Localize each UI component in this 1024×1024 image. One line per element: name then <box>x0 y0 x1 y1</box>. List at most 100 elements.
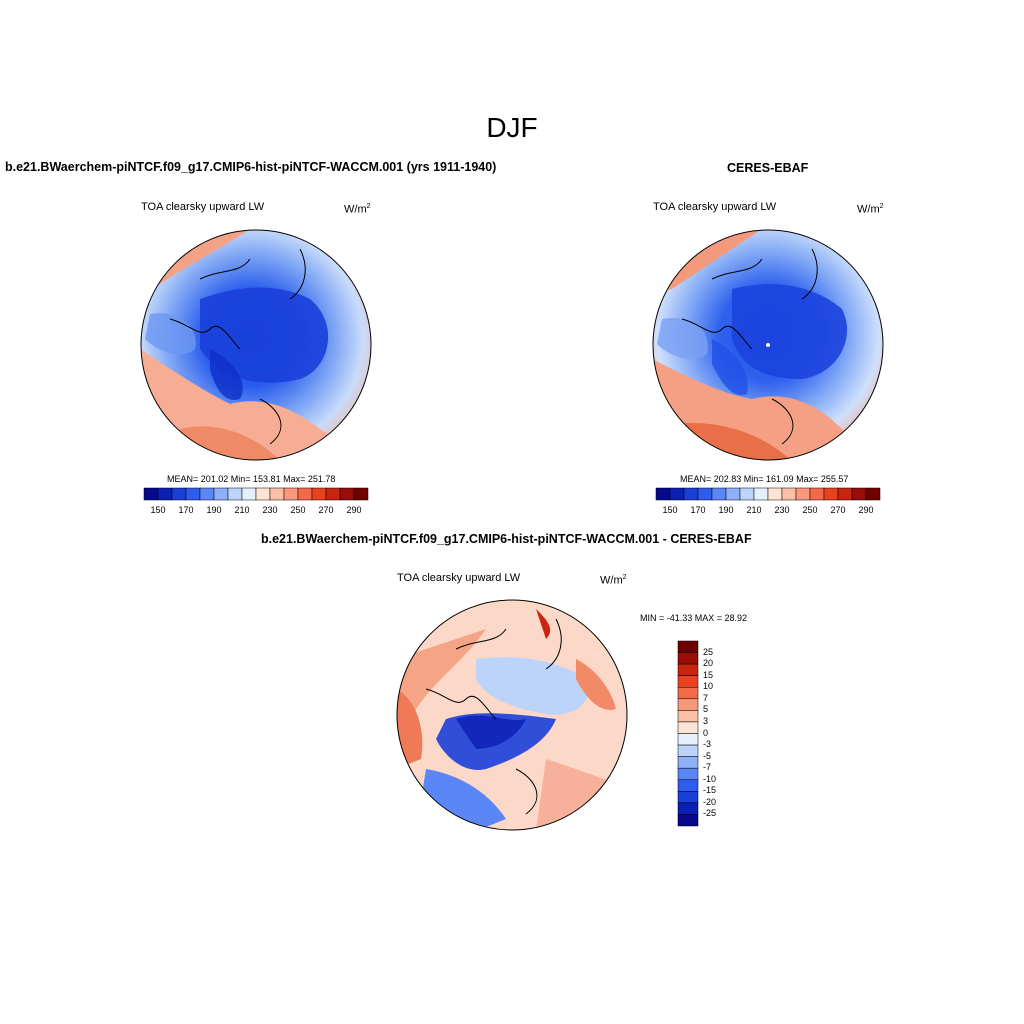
obs-polar-map <box>652 229 884 461</box>
colorbar-swatch <box>283 487 299 501</box>
colorbar-swatch <box>677 802 699 815</box>
colorbar-tick-label: -15 <box>703 785 717 796</box>
colorbar-tick-label: 15 <box>703 669 714 680</box>
colorbar-tick-label: 170 <box>690 505 706 515</box>
obs-colorbar-ticks: 150 170 190 210 230 250 270 290 <box>656 505 880 517</box>
model-polar-map <box>140 229 372 461</box>
colorbar-tick-label: 230 <box>774 505 790 515</box>
colorbar-swatch <box>677 652 699 665</box>
colorbar-swatch <box>837 487 853 501</box>
colorbar-tick-label: 150 <box>662 505 678 515</box>
colorbar-swatch <box>677 675 699 688</box>
colorbar-tick-label: 210 <box>234 505 250 515</box>
colorbar-swatch <box>781 487 797 501</box>
colorbar-swatch <box>339 487 355 501</box>
model-stats: MEAN= 201.02 Min= 153.81 Max= 251.78 <box>167 474 336 484</box>
diff-colorbar-ticks: 25 20 15 10 7 5 3 0 -3 -5 -7 -10 -15 -20 -25 <box>703 641 733 826</box>
colorbar-tick-label: 270 <box>830 505 846 515</box>
colorbar-swatch <box>823 487 839 501</box>
colorbar-swatch <box>677 640 699 653</box>
colorbar-tick-label: 3 <box>703 715 709 726</box>
colorbar-swatch <box>677 663 699 676</box>
colorbar-swatch <box>753 487 769 501</box>
colorbar-swatch <box>199 487 215 501</box>
colorbar-swatch <box>185 487 201 501</box>
colorbar-swatch <box>677 710 699 723</box>
colorbar-swatch <box>809 487 825 501</box>
colorbar-tick-label: 0 <box>703 727 709 738</box>
colorbar-tick-label: -5 <box>703 750 712 761</box>
colorbar-swatch <box>677 791 699 804</box>
colorbar-swatch <box>767 487 783 501</box>
colorbar-tick-label: 190 <box>718 505 734 515</box>
colorbar-tick-label: -20 <box>703 796 717 807</box>
colorbar-tick-label: 170 <box>178 505 194 515</box>
colorbar-tick-label: -3 <box>703 739 712 750</box>
colorbar-swatch <box>725 487 741 501</box>
colorbar-swatch <box>677 733 699 746</box>
obs-stats: MEAN= 202.83 Min= 161.09 Max= 255.57 <box>680 474 849 484</box>
colorbar-swatch <box>157 487 173 501</box>
colorbar-tick-label: 5 <box>703 704 709 715</box>
colorbar-swatch <box>683 487 699 501</box>
obs-units-label: W/m2 <box>857 203 884 216</box>
colorbar-swatch <box>795 487 811 501</box>
obs-colorbar <box>655 487 881 501</box>
colorbar-tick-label: 7 <box>703 692 709 703</box>
model-colorbar <box>143 487 369 501</box>
colorbar-tick-label: 290 <box>346 505 362 515</box>
colorbar-swatch <box>669 487 685 501</box>
diff-units-label: W/m2 <box>600 574 627 587</box>
diff-polar-map <box>396 599 628 831</box>
colorbar-swatch <box>269 487 285 501</box>
colorbar-swatch <box>677 767 699 780</box>
colorbar-tick-label: -10 <box>703 773 717 784</box>
colorbar-tick-label: 20 <box>703 658 714 669</box>
colorbar-swatch <box>851 487 867 501</box>
colorbar-tick-label: 25 <box>703 646 714 657</box>
colorbar-swatch <box>677 814 699 827</box>
colorbar-swatch <box>297 487 313 501</box>
colorbar-swatch <box>255 487 271 501</box>
diff-variable-label: TOA clearsky upward LW <box>397 572 521 584</box>
page-title: DJF <box>486 112 538 143</box>
colorbar-swatch <box>865 487 881 501</box>
colorbar-swatch <box>143 487 159 501</box>
colorbar-tick-label: 210 <box>746 505 762 515</box>
colorbar-swatch <box>241 487 257 501</box>
colorbar-tick-label: 270 <box>318 505 334 515</box>
colorbar-tick-label: -25 <box>703 808 717 819</box>
colorbar-tick-label: 230 <box>262 505 278 515</box>
colorbar-tick-label: 190 <box>206 505 222 515</box>
colorbar-tick-label: 290 <box>858 505 874 515</box>
model-units-label: W/m2 <box>344 203 371 216</box>
colorbar-tick-label: 10 <box>703 681 714 692</box>
colorbar-swatch <box>697 487 713 501</box>
diff-stats: MIN = -41.33 MAX = 28.92 <box>640 613 748 623</box>
colorbar-swatch <box>213 487 229 501</box>
colorbar-swatch <box>677 687 699 700</box>
colorbar-swatch <box>711 487 727 501</box>
colorbar-swatch <box>655 487 671 501</box>
colorbar-swatch <box>325 487 341 501</box>
obs-panel-title: CERES-EBAF <box>727 161 809 175</box>
colorbar-swatch <box>739 487 755 501</box>
colorbar-swatch <box>171 487 187 501</box>
colorbar-tick-label: 250 <box>802 505 818 515</box>
colorbar-swatch <box>677 779 699 792</box>
colorbar-swatch <box>677 744 699 757</box>
colorbar-swatch <box>677 756 699 769</box>
colorbar-swatch <box>677 721 699 734</box>
colorbar-swatch <box>311 487 327 501</box>
diff-panel-title: b.e21.BWaerchem-piNTCF.f09_g17.CMIP6-his… <box>261 532 752 546</box>
diff-colorbar <box>677 640 699 827</box>
model-panel-title: b.e21.BWaerchem-piNTCF.f09_g17.CMIP6-his… <box>5 160 497 174</box>
model-colorbar-ticks: 150 170 190 210 230 250 270 290 <box>144 505 368 517</box>
colorbar-tick-label: 150 <box>150 505 166 515</box>
colorbar-tick-label: 250 <box>290 505 306 515</box>
colorbar-swatch <box>353 487 369 501</box>
colorbar-swatch <box>227 487 243 501</box>
obs-variable-label: TOA clearsky upward LW <box>653 201 777 213</box>
model-variable-label: TOA clearsky upward LW <box>141 201 265 213</box>
colorbar-tick-label: -7 <box>703 762 712 773</box>
